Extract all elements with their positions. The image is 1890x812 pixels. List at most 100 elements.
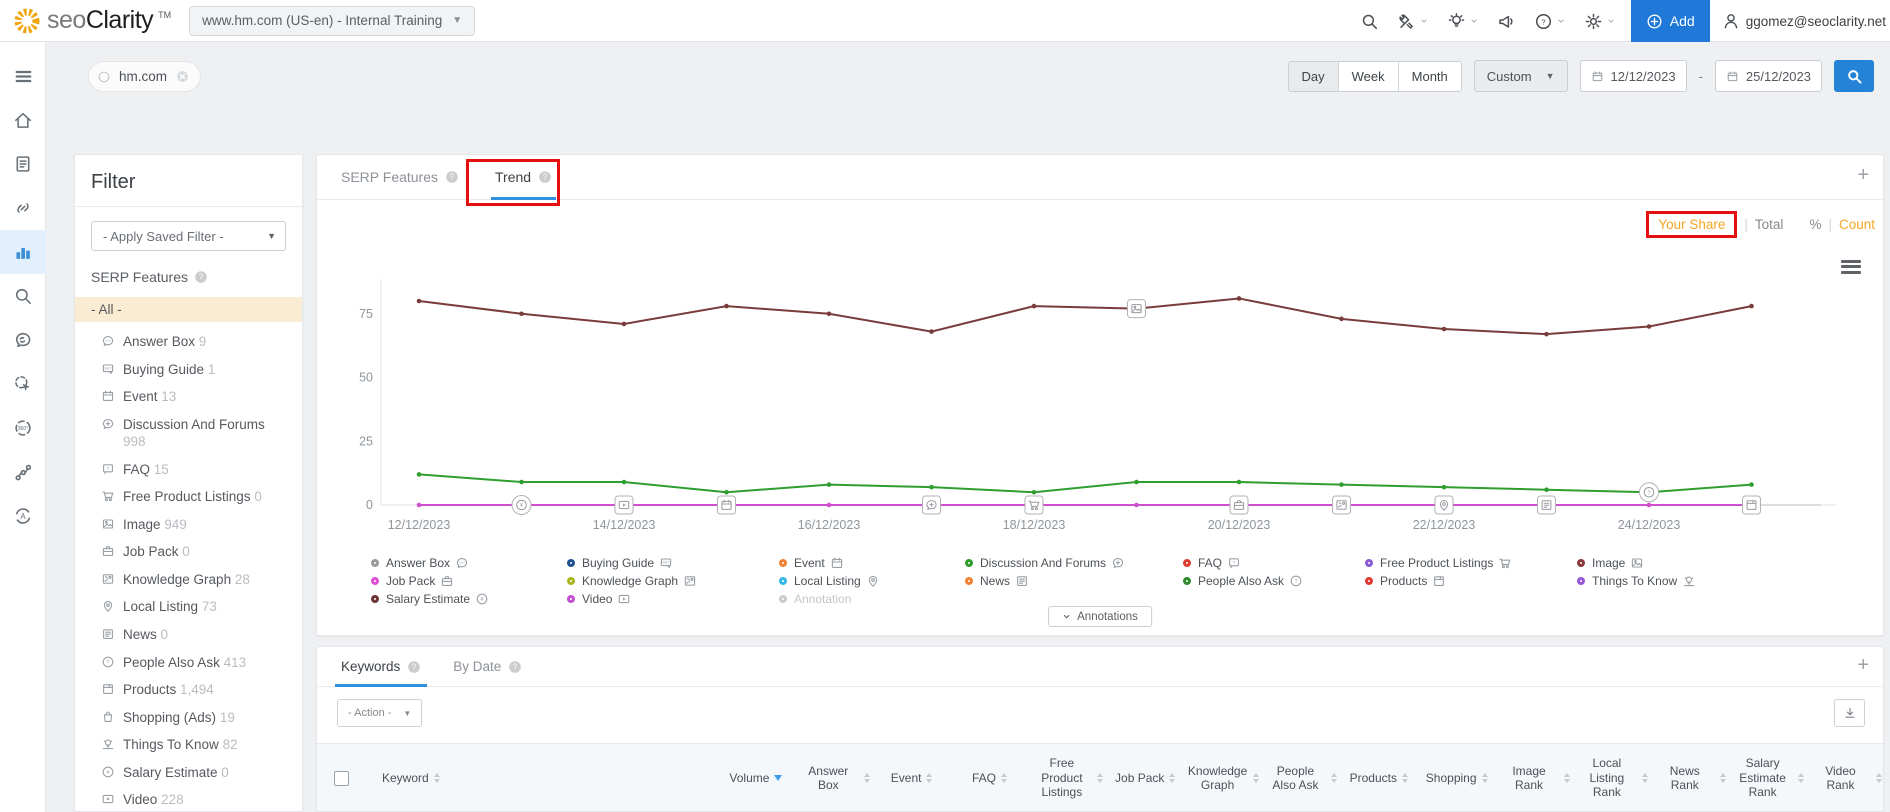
column-header-job-pack[interactable]: Job Pack <box>1106 771 1184 785</box>
megaphone-button[interactable] <box>1488 0 1525 42</box>
legend-item-things-to-know[interactable]: Things To Know <box>1577 573 1737 588</box>
tab-trend[interactable]: Trend? <box>491 155 557 200</box>
filter-item-discussion-and-forums[interactable]: Discussion And Forums 998 <box>91 411 286 456</box>
range-month-button[interactable]: Month <box>1398 61 1461 91</box>
filter-item-local-listing[interactable]: Local Listing 73 <box>91 593 286 621</box>
select-all-checkbox[interactable] <box>334 770 349 786</box>
column-header-video-rank[interactable]: Video Rank <box>1807 764 1883 793</box>
legend-item-event[interactable]: Event <box>779 555 965 570</box>
legend-item-local-listing[interactable]: Local Listing <box>779 573 965 588</box>
sidebar-home-item[interactable] <box>0 98 46 142</box>
settings-button[interactable] <box>1575 0 1625 42</box>
domain-chip[interactable]: hm.com <box>88 61 202 92</box>
brand-logo[interactable]: seoClarity TM <box>0 6 171 36</box>
sidebar-brain-item[interactable] <box>0 318 46 362</box>
filter-item-buying-guide[interactable]: BUY Buying Guide 1 <box>91 356 286 384</box>
filter-item-answer-box[interactable]: Answer Box 9 <box>91 328 286 356</box>
filter-item-faq[interactable]: ? FAQ 15 <box>91 456 286 484</box>
sidebar-report-item[interactable] <box>0 142 46 186</box>
expand-panel-icon[interactable]: + <box>1857 654 1869 676</box>
sidebar-link-item[interactable] <box>0 186 46 230</box>
sidebar-bar-chart-item[interactable] <box>0 230 46 274</box>
legend-item-faq[interactable]: FAQ? <box>1183 555 1365 570</box>
tab-keywords[interactable]: Keywords? <box>334 647 428 687</box>
annotations-button[interactable]: Annotations <box>1048 606 1152 627</box>
add-button[interactable]: Add <box>1630 0 1710 42</box>
your-share-toggle[interactable]: Your Share <box>1658 217 1726 232</box>
range-week-button[interactable]: Week <box>1338 61 1399 91</box>
sidebar-network-item[interactable] <box>0 450 46 494</box>
legend-item-knowledge-graph[interactable]: Knowledge Graph <box>567 573 779 588</box>
filter-item-event[interactable]: Event 13 <box>91 383 286 411</box>
legend-item-answer-box[interactable]: Answer Box <box>371 555 567 570</box>
filter-item-people-also-ask[interactable]: ? People Also Ask 413 <box>91 649 286 677</box>
profile-selector[interactable]: www.hm.com (US-en) - Internal Training ▼ <box>189 5 476 36</box>
filter-item-job-pack[interactable]: Job Pack 0 <box>91 538 286 566</box>
sidebar-search-item[interactable] <box>0 274 46 318</box>
legend-item-free-product-listings[interactable]: Free Product Listings <box>1365 555 1577 570</box>
legend-item-discussion-and-forums[interactable]: Discussion And Forums <box>965 555 1183 570</box>
apply-dates-button[interactable] <box>1834 60 1874 92</box>
expand-panel-icon[interactable]: + <box>1857 164 1869 186</box>
column-header-products[interactable]: Products <box>1340 771 1418 785</box>
column-header-faq[interactable]: FAQ <box>951 771 1029 785</box>
help-badge-icon[interactable]: ? <box>407 660 421 674</box>
date-from-field[interactable]: 12/12/2023 <box>1579 60 1687 92</box>
column-header-keyword[interactable]: Keyword <box>365 771 717 785</box>
legend-item-salary-estimate[interactable]: Salary Estimate ¥ <box>371 591 567 606</box>
lightbulb-button[interactable] <box>1438 0 1488 42</box>
date-to-field[interactable]: 25/12/2023 <box>1714 60 1822 92</box>
sidebar-view360-item[interactable]: 360° <box>0 406 46 450</box>
filter-item-knowledge-graph[interactable]: Knowledge Graph 28 <box>91 566 286 594</box>
help-badge-icon[interactable]: ? <box>194 270 208 284</box>
sidebar-ai-item[interactable]: A <box>0 494 46 538</box>
column-header-shopping[interactable]: Shopping <box>1418 771 1496 785</box>
filter-item-products[interactable]: Products 1,494 <box>91 676 286 704</box>
filter-item-salary-estimate[interactable]: ¥ Salary Estimate 0 <box>91 759 286 787</box>
column-header-free-product-listings[interactable]: Free Product Listings <box>1028 756 1106 799</box>
column-header-people-also-ask[interactable]: People Also Ask <box>1262 764 1340 793</box>
legend-item-products[interactable]: Products <box>1365 573 1577 588</box>
help-badge-icon[interactable]: ? <box>445 170 459 184</box>
download-button[interactable] <box>1834 699 1865 727</box>
legend-item-annotation[interactable]: Annotation <box>779 591 965 606</box>
filter-item-free-product-listings[interactable]: Free Product Listings 0 <box>91 483 286 511</box>
filter-item-news[interactable]: News 0 <box>91 621 286 649</box>
total-toggle[interactable]: Total <box>1754 217 1784 232</box>
range-preset-dropdown[interactable]: Custom ▼ <box>1473 60 1568 92</box>
column-header-salary-estimate-rank[interactable]: Salary Estimate Rank <box>1729 756 1807 799</box>
sidebar-menu-item[interactable] <box>0 54 46 98</box>
legend-item-news[interactable]: News <box>965 573 1183 588</box>
sidebar-click-item[interactable] <box>0 362 46 406</box>
filter-item-image[interactable]: Image 949 <box>91 511 286 539</box>
close-icon[interactable] <box>175 69 190 84</box>
tools-button[interactable] <box>1388 0 1438 42</box>
filter-item-things-to-know[interactable]: Things To Know 82 <box>91 731 286 759</box>
legend-item-buying-guide[interactable]: Buying Guide BUY <box>567 555 779 570</box>
legend-item-image[interactable]: Image <box>1577 555 1737 570</box>
legend-item-video[interactable]: Video <box>567 591 779 606</box>
column-header-volume[interactable]: Volume <box>717 771 795 785</box>
column-header-image-rank[interactable]: Image Rank <box>1496 764 1574 793</box>
trend-line-chart[interactable]: 0 25 50 75 12/12/2023 14/12/2023 16/12/2023 18/… <box>331 261 1871 561</box>
filter-item-video[interactable]: Video 228 <box>91 786 286 811</box>
column-header-knowledge-graph[interactable]: Knowledge Graph <box>1184 764 1262 793</box>
filter-item-all[interactable]: - All - <box>75 297 302 322</box>
legend-item-job-pack[interactable]: Job Pack <box>371 573 567 588</box>
column-header-event[interactable]: Event <box>873 771 951 785</box>
chart-context-menu-icon[interactable] <box>1841 257 1861 276</box>
column-header-answer-box[interactable]: Answer Box <box>795 764 873 793</box>
action-dropdown[interactable]: - Action - ▼ <box>337 699 423 727</box>
count-toggle[interactable]: Count <box>1838 217 1875 232</box>
help-badge-icon[interactable]: ? <box>508 660 522 674</box>
column-header-news-rank[interactable]: News Rank <box>1651 764 1729 793</box>
range-day-button[interactable]: Day <box>1288 61 1339 91</box>
tab-by-date[interactable]: By Date? <box>453 647 522 687</box>
filter-item-shopping-ads-[interactable]: Shopping (Ads) 19 <box>91 704 286 732</box>
help-button[interactable]: ? <box>1525 0 1575 42</box>
search-button[interactable] <box>1351 0 1388 42</box>
column-header-local-listing-rank[interactable]: Local Listing Rank <box>1573 756 1651 799</box>
percent-toggle[interactable]: % <box>1809 217 1822 232</box>
tab-serp-features[interactable]: SERP Features? <box>341 155 459 200</box>
legend-item-people-also-ask[interactable]: People Also Ask? <box>1183 573 1365 588</box>
